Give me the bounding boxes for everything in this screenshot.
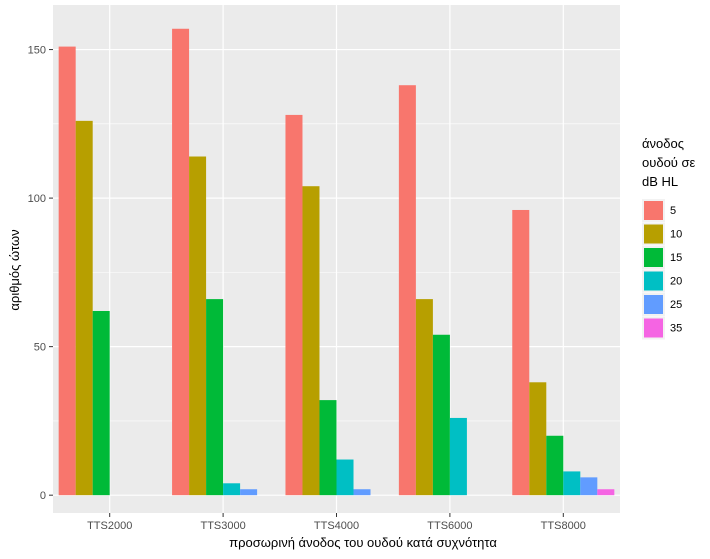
bars — [58, 28, 615, 496]
bar — [302, 186, 320, 496]
y-axis: 0 50 100 150 — [28, 45, 53, 502]
bar — [75, 120, 93, 496]
bar — [319, 400, 337, 496]
y-tick-label: 0 — [40, 490, 46, 502]
bar — [223, 483, 241, 496]
y-tick-label: 100 — [28, 193, 46, 205]
legend-title-line-1: άνοδος — [642, 136, 684, 151]
bar — [512, 209, 530, 496]
y-axis-title: αριθμός ώτων — [7, 229, 22, 310]
x-tick-label: TTS4000 — [314, 520, 359, 532]
bar — [546, 435, 564, 496]
x-tick-label: TTS3000 — [200, 520, 245, 532]
legend-label: 5 — [670, 205, 676, 217]
legend-swatch — [644, 318, 663, 338]
x-tick-label: TTS2000 — [87, 520, 132, 532]
bar — [597, 489, 615, 496]
legend-swatch — [644, 224, 663, 244]
bar — [172, 28, 190, 496]
bar — [206, 299, 224, 496]
bar — [353, 489, 371, 496]
bar — [432, 334, 450, 496]
legend-title-line-2: ουδού σε — [642, 155, 696, 170]
legend-swatch — [644, 295, 663, 314]
bar — [415, 299, 433, 496]
x-tick-label: TTS6000 — [427, 520, 472, 532]
legend-swatch — [644, 248, 663, 267]
bar — [563, 471, 581, 496]
bar — [58, 46, 76, 496]
bar — [529, 382, 547, 496]
x-tick-label: TTS8000 — [541, 520, 586, 532]
y-tick-label: 150 — [28, 45, 46, 57]
legend-swatch — [644, 271, 663, 291]
bar — [92, 310, 110, 496]
legend-label: 35 — [670, 323, 682, 335]
bar — [336, 459, 354, 496]
legend-title-line-3: dB HL — [642, 174, 678, 189]
bar — [398, 85, 416, 496]
bar — [240, 489, 258, 496]
bar — [189, 156, 207, 496]
legend-swatch — [644, 201, 663, 220]
legend: άνοδος ουδού σε dB HL 5 10 15 20 25 35 — [642, 136, 696, 340]
bar — [285, 114, 303, 496]
legend-label: 20 — [670, 276, 682, 288]
legend-label: 25 — [670, 299, 682, 311]
bar — [580, 477, 598, 496]
bar — [449, 417, 467, 496]
legend-label: 15 — [670, 252, 682, 264]
legend-label: 10 — [670, 229, 682, 241]
y-tick-label: 50 — [34, 342, 46, 354]
x-axis-title: προσωρινή άνοδος του ουδού κατά συχνότητ… — [229, 535, 497, 550]
x-axis: TTS2000 TTS3000 TTS4000 TTS6000 TTS8000 — [87, 513, 586, 532]
